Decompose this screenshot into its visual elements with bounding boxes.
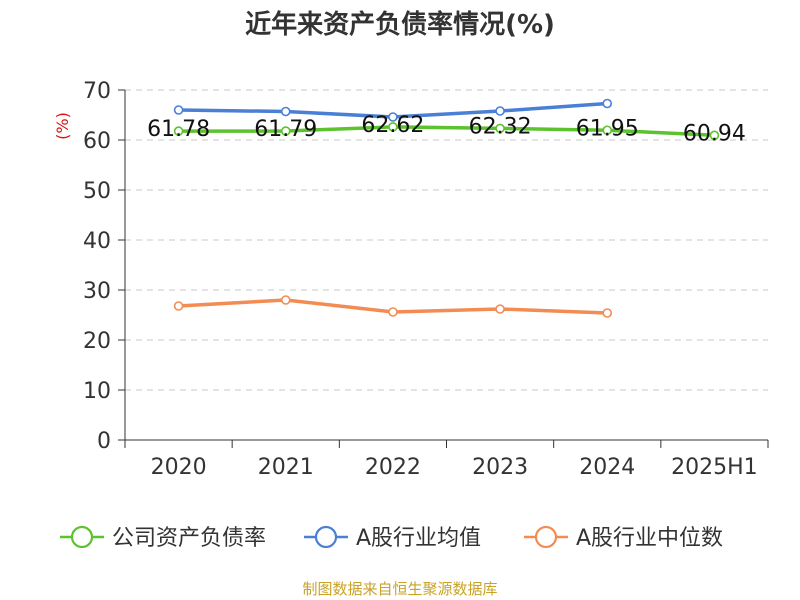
legend-marker [314,525,338,549]
data-point [388,112,398,122]
data-point [280,295,291,305]
data-point [280,126,291,136]
y-tick-label: 40 [83,229,111,254]
legend-item-2: A股行业中位数 [524,525,723,551]
legend-item-0: 公司资产负债率 [60,525,266,551]
legend-label: A股行业均值 [356,526,481,551]
data-point [388,307,398,317]
data-label: 60.94 [683,121,746,146]
data-label: 61.79 [254,117,317,142]
data-point [173,105,184,115]
y-tick-labels: 0 10 20 30 40 50 60 70 [83,79,111,454]
data-label: 62.32 [469,114,532,139]
chart-title: 近年来资产负债率情况(%) [245,9,555,40]
data-point [173,301,184,311]
series-2 [173,295,613,318]
x-tick-label: 2020 [151,455,207,480]
y-tick-label: 10 [83,379,111,404]
data-point [495,123,505,134]
y-tick-label: 0 [97,429,111,454]
y-tick-label: 70 [83,79,111,104]
series-lines [173,98,720,318]
x-tick-label: 2022 [365,455,421,480]
legend-marker [534,525,558,549]
data-point [602,125,613,136]
x-tick-label: 2021 [258,455,314,480]
axes [118,89,769,448]
data-point [173,126,184,136]
series-1 [173,98,613,122]
legend: 公司资产负债率 A股行业均值 A股行业中位数 [60,525,723,551]
data-labels: 61.78 61.79 62.62 62.32 61.95 60.94 [147,113,746,146]
data-point [602,308,613,318]
x-tick-label: 2024 [579,455,635,480]
series-line [176,125,717,138]
y-tick-label: 50 [83,179,111,204]
data-label: 61.78 [147,117,210,142]
x-tick-label: 2025H1 [671,455,758,480]
y-tick-label: 30 [83,279,111,304]
legend-marker [70,525,94,549]
series-0 [173,122,720,141]
data-point [495,106,505,116]
x-tick-labels: 2020 2021 2022 2023 2024 2025H1 [151,455,758,480]
y-tick-label: 20 [83,329,111,354]
data-label: 61.95 [576,116,639,141]
legend-label: 公司资产负债率 [112,526,266,551]
data-label: 62.62 [361,113,424,138]
y-axis-unit: (%) [53,112,72,140]
y-tick-label: 60 [83,129,111,154]
data-point [280,106,291,117]
data-point [388,122,398,132]
data-point [709,130,720,141]
gridlines [125,89,768,391]
legend-label: A股行业中位数 [576,526,723,551]
legend-item-1: A股行业均值 [304,525,481,551]
data-point [495,304,505,314]
data-point [602,98,613,109]
source-note: 制图数据来自恒生聚源数据库 [302,580,497,598]
x-tick-label: 2023 [472,455,528,480]
